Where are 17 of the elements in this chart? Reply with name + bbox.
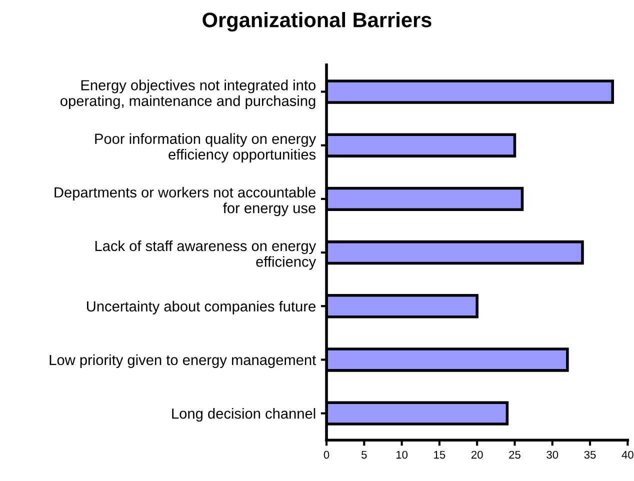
x-tick-label: 15 [434,450,446,459]
y-tick-label: Energy objectives not integrated into operating, maintenance and purchasing [60,80,316,109]
x-tick-label: 40 [622,450,634,459]
y-tick-label: Poor information quality on energy efficiency opportunities [95,133,316,163]
y-tick-label: Lack of staff awareness on energy efficiency [95,240,316,270]
x-tick-label: 25 [509,450,520,459]
y-tick-label: Departments or workers not accountable for energy use [54,186,316,216]
x-tick-label: 0 [324,450,330,459]
y-tick-label: Uncertainty about companies future [87,300,316,314]
x-tick-label: 10 [396,450,408,459]
y-tick-label: Long decision channel [172,408,316,422]
chart-title: Organizational Barriers [202,12,432,32]
x-tick-label: 30 [546,450,558,459]
y-tick-label: Low priority given to energy management [50,354,316,368]
x-tick-label: 35 [584,450,596,459]
x-tick-label: 20 [471,450,483,459]
x-tick-label: 5 [362,450,367,459]
